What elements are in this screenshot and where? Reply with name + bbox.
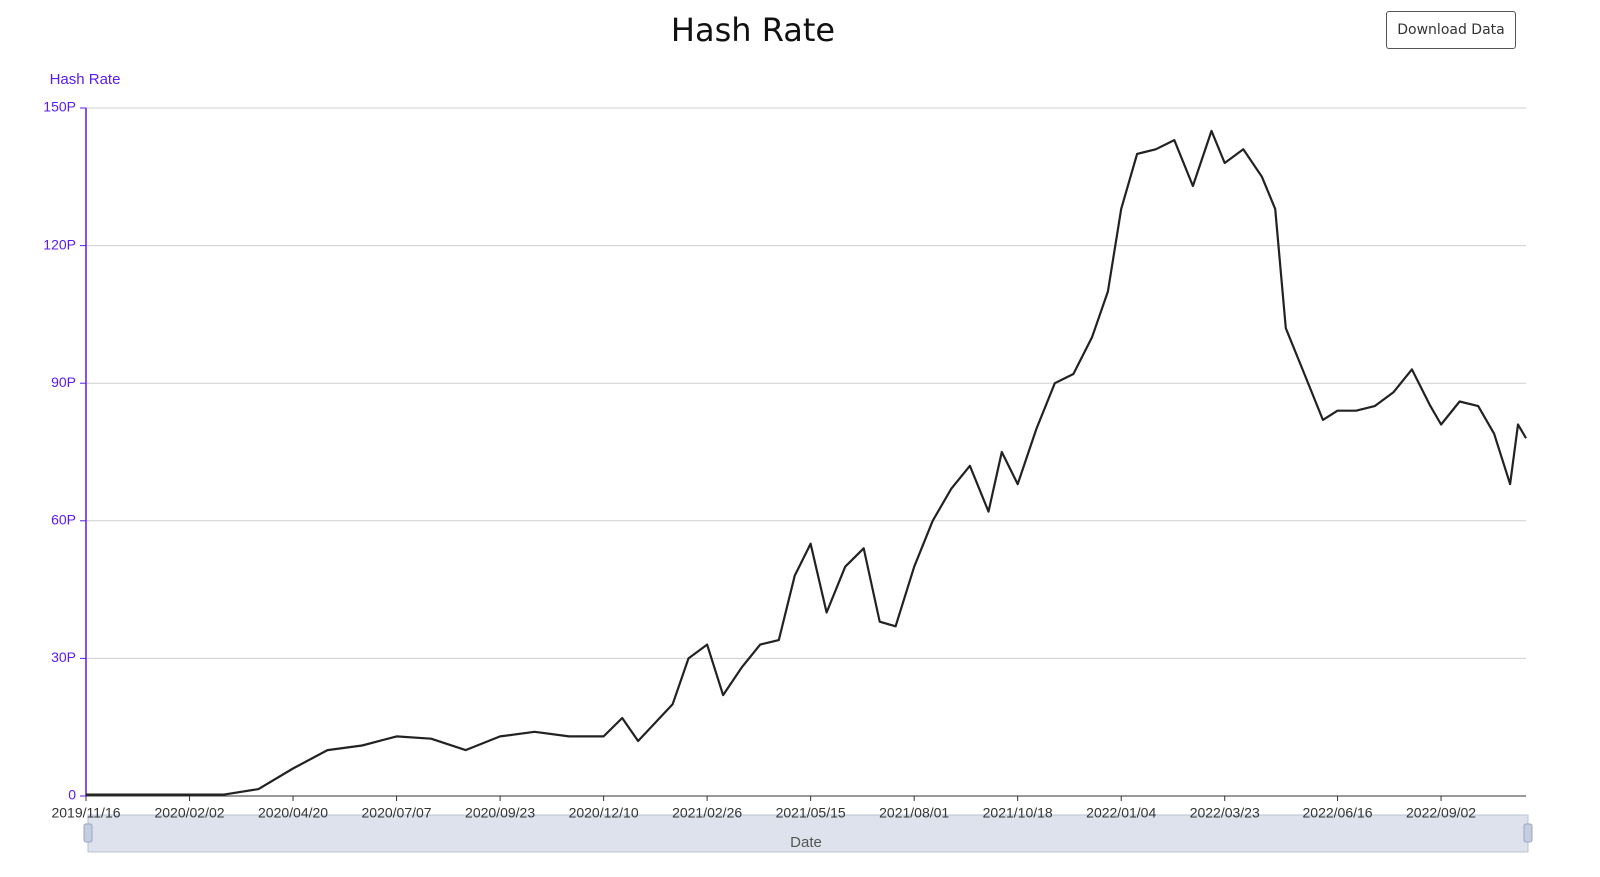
x-tick-label: 2020/09/23 — [465, 805, 535, 821]
x-tick-label: 2022/06/16 — [1303, 805, 1373, 821]
x-tick-label: 2019/11/16 — [51, 805, 120, 821]
y-tick-label: 0 — [68, 787, 76, 803]
slider-handle[interactable] — [1523, 823, 1533, 843]
y-axis-label: Hash Rate — [50, 71, 121, 88]
x-tick-label: 2022/09/02 — [1406, 805, 1476, 821]
y-tick-label: 90P — [51, 374, 76, 390]
x-tick-label: 2021/02/26 — [672, 805, 742, 821]
slider-handle[interactable] — [83, 823, 93, 843]
x-axis-label: Date — [790, 834, 822, 851]
x-tick-label: 2022/03/23 — [1190, 805, 1260, 821]
data-line — [86, 129, 1527, 796]
y-tick-label: 60P — [51, 512, 76, 528]
x-tick-label: 2020/07/07 — [362, 805, 432, 821]
x-tick-label: 2021/05/15 — [776, 805, 846, 821]
y-tick-label: 30P — [51, 649, 76, 665]
x-tick-label: 2021/10/18 — [983, 805, 1053, 821]
y-tick-label: 150P — [43, 99, 76, 115]
download-button[interactable]: Download Data — [1386, 11, 1516, 49]
x-tick-label: 2021/08/01 — [879, 805, 949, 821]
x-tick-label: 2020/02/02 — [154, 805, 224, 821]
x-tick-label: 2022/01/04 — [1086, 805, 1156, 821]
y-tick-label: 120P — [43, 236, 76, 252]
chart-title: Hash Rate — [671, 11, 835, 49]
x-tick-label: 2020/04/20 — [258, 805, 328, 821]
x-tick-label: 2020/12/10 — [569, 805, 639, 821]
zoom-slider[interactable] — [87, 814, 1529, 853]
